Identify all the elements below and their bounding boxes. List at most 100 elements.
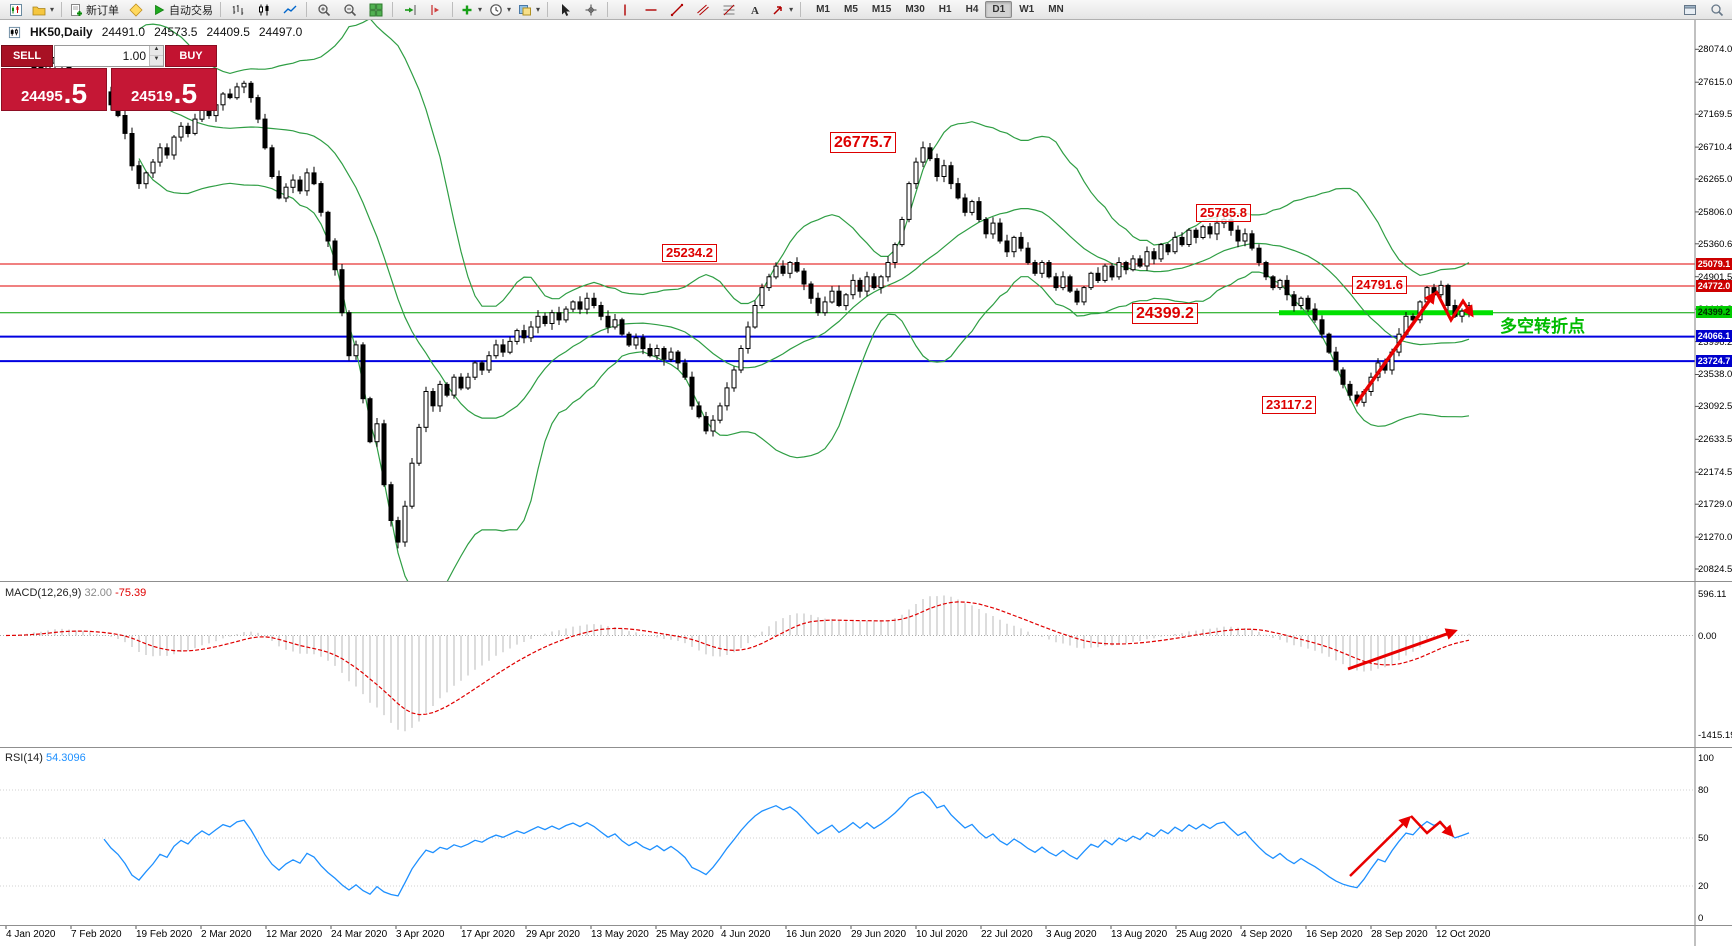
macd-name: MACD(12,26,9) (5, 587, 82, 599)
auto-scroll-button[interactable] (397, 0, 422, 19)
macd-histogram (19, 595, 1470, 732)
toolbar: ▾ 新订单 自动交易 ▾ ▾ ▾ A ▾ M1 M5 M15 M30 H1 H4 D1 W1 M… (0, 0, 1732, 20)
bar-chart-mode-button[interactable] (225, 0, 250, 19)
profiles-button[interactable]: ▾ (29, 0, 57, 19)
macd-panel (0, 595, 1695, 732)
chart-window[interactable]: 28074.0 27615.0 27169.5 26710.4 26265.0 25806… (0, 20, 1732, 946)
macd-value: 32.00 (84, 587, 113, 599)
toolbar-divider (547, 2, 549, 17)
tile-windows-button[interactable] (363, 0, 388, 19)
volume-input[interactable]: 1.00 ▲ ▼ (54, 45, 164, 67)
ohlc-close: 24497.0 (258, 25, 303, 39)
bar-chart-icon (232, 4, 243, 15)
chart-window-icon (8, 26, 21, 38)
indicators-plus-icon (462, 5, 472, 14)
new-chart-button[interactable] (3, 0, 28, 19)
metaeditor-icon (128, 2, 143, 17)
timeframe-button-M30[interactable]: M30 (905, 4, 925, 15)
auto-scroll-icon (404, 4, 416, 15)
new-chart-icon (9, 3, 22, 16)
trend-arrow-up[interactable] (1354, 291, 1436, 406)
zoom-out-icon (343, 3, 356, 16)
toolbar-divider (61, 2, 63, 17)
chart-ohlc-header: HK50,Daily 24491.0 24573.5 24409.5 24497… (8, 25, 302, 39)
zoom-in-button[interactable] (311, 0, 336, 19)
search-button[interactable] (1704, 0, 1729, 19)
timeframe-toolbar: M1 M5 M15 M30 H1 H4 D1 W1 MN (809, 1, 1071, 18)
autotrading-button[interactable]: 自动交易 (149, 0, 216, 19)
macd-separator[interactable] (0, 581, 1732, 582)
new-order-button[interactable]: 新订单 (66, 0, 122, 19)
metaeditor-button[interactable] (123, 0, 148, 19)
rsi-panel (0, 789, 1695, 897)
templates-icon (519, 4, 532, 15)
timeframe-button-D1[interactable]: D1 (985, 1, 1013, 18)
rsi-trend-arrow[interactable] (1349, 815, 1412, 877)
new-order-icon (71, 3, 83, 16)
timeframe-button-W1[interactable]: W1 (1019, 4, 1035, 15)
line-chart-icon (283, 5, 297, 13)
channel-tool-button[interactable] (690, 0, 715, 19)
zoom-out-button[interactable] (337, 0, 362, 19)
buy-price-base: 24519 (130, 87, 173, 105)
candlestick-mode-button[interactable] (251, 0, 276, 19)
horizontal-line-tool-button[interactable] (638, 0, 663, 19)
timeframe-button-M15[interactable]: M15 (871, 4, 892, 15)
rsi-separator[interactable] (0, 747, 1732, 748)
cursor-tool-button[interactable] (552, 0, 577, 19)
line-chart-mode-button[interactable] (277, 0, 302, 19)
toolbar-divider (452, 2, 454, 17)
trendline-tool-button[interactable] (664, 0, 689, 19)
toolbar-divider (220, 2, 222, 17)
svg-text:A: A (751, 5, 759, 17)
macd-trend-arrow[interactable] (1347, 628, 1458, 671)
buy-label-button[interactable]: BUY (165, 45, 217, 67)
volume-decrease-button[interactable]: ▼ (150, 56, 163, 66)
search-icon (1710, 3, 1723, 16)
arrows-tool-icon (773, 5, 782, 15)
symbol-period-label: HK50,Daily (30, 25, 93, 39)
candlestick-icon (258, 4, 269, 15)
rsi-name: RSI(14) (5, 752, 43, 764)
arrows-tool-button[interactable]: ▾ (768, 0, 796, 19)
volume-value[interactable]: 1.00 (122, 49, 146, 63)
chart-shift-icon (431, 4, 439, 15)
toolbar-divider (392, 2, 394, 17)
ohlc-open: 24491.0 (101, 25, 146, 39)
buy-price-big: .5 (173, 77, 198, 109)
timeframe-button-H4[interactable]: H4 (965, 4, 979, 15)
horizontal-line-icon (645, 8, 657, 11)
templates-caret-icon: ▾ (536, 5, 541, 14)
periods-button[interactable]: ▾ (486, 0, 514, 19)
timeframe-button-M1[interactable]: M1 (816, 4, 830, 15)
templates-button[interactable]: ▾ (515, 0, 543, 19)
profiles-icon (32, 6, 46, 15)
vertical-line-tool-button[interactable] (612, 0, 637, 19)
rsi-zigzag[interactable] (1410, 815, 1455, 838)
sell-label-button[interactable]: SELL (1, 45, 53, 67)
bollinger-bands (138, 20, 1470, 581)
arrows-caret-icon: ▾ (789, 5, 794, 14)
fibonacci-tool-button[interactable] (716, 0, 741, 19)
rsi-indicator-label: RSI(14) 54.3096 (5, 752, 86, 764)
indicators-button[interactable]: ▾ (457, 0, 485, 19)
text-tool-button[interactable]: A (742, 0, 767, 19)
crosshair-tool-button[interactable] (578, 0, 603, 19)
toolbar-divider (306, 2, 308, 17)
buy-button[interactable]: 24519 .5 (111, 68, 217, 111)
trend-zigzag[interactable] (1434, 290, 1474, 324)
chart-shift-button[interactable] (423, 0, 448, 19)
toolbar-right-group (1677, 0, 1729, 19)
candlestick-series (3, 52, 1472, 549)
sell-price-base: 24495 (20, 87, 63, 105)
fullscreen-button[interactable] (1677, 0, 1702, 19)
autotrading-label: 自动交易 (169, 4, 214, 17)
channel-icon (696, 4, 709, 15)
timeframe-button-MN[interactable]: MN (1048, 4, 1064, 15)
volume-increase-button[interactable]: ▲ (150, 46, 163, 56)
timeframe-button-M5[interactable]: M5 (843, 4, 858, 15)
timeframe-button-H1[interactable]: H1 (938, 4, 952, 15)
sell-button[interactable]: 24495 .5 (1, 68, 107, 111)
